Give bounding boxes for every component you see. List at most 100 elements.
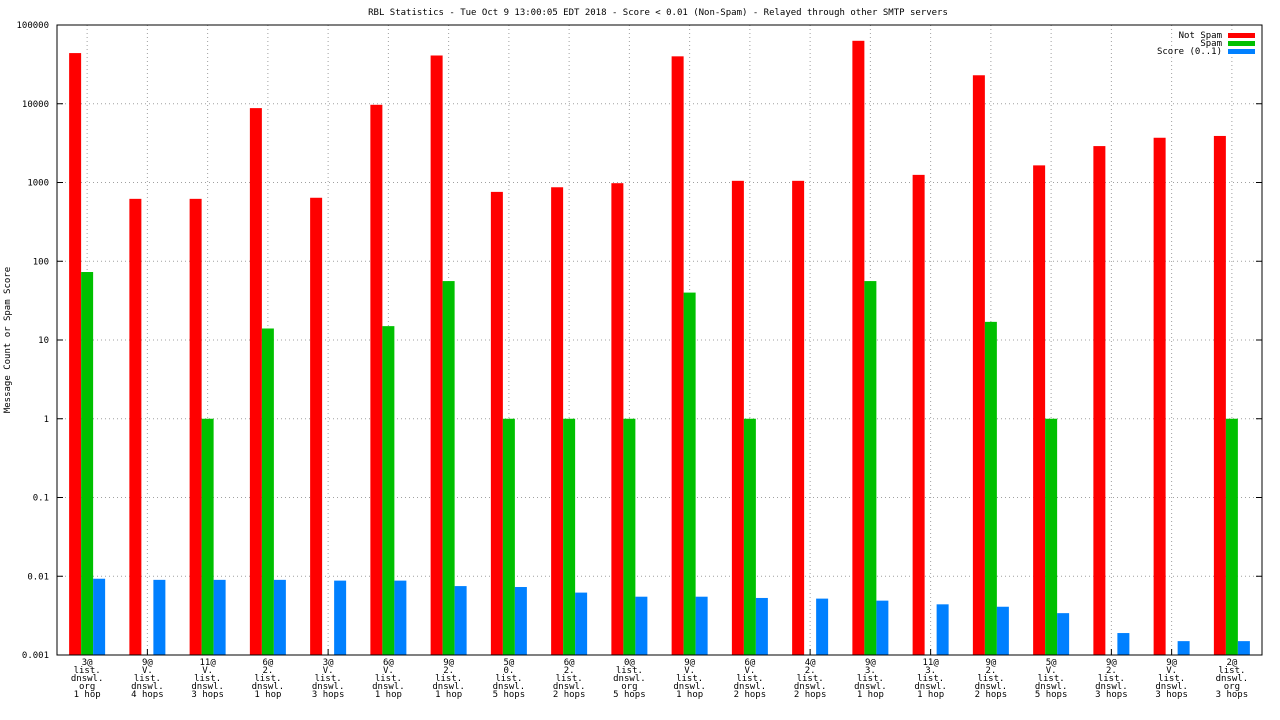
x-tick-label: 3@ [323,658,334,668]
x-tick-label: list. [1158,674,1185,684]
legend-label: Not Spam [1179,31,1222,41]
x-tick-label: list. [375,674,402,684]
legend-swatch [1228,33,1255,38]
x-tick-label: list. [977,674,1004,684]
y-tick-label: 10 [38,336,49,346]
grid-lines [57,24,1262,656]
legend-label: Score (0..1) [1157,47,1222,57]
x-tick-label: 6@ [744,658,755,668]
bar-not-spam [731,180,744,655]
x-tick-label: 1 hop [254,690,281,700]
x-tick-label: dnswl. [613,674,646,684]
x-tick-label: 3 hops [191,690,224,700]
x-tick-label: 3. [865,666,876,676]
bar-spam [623,418,636,655]
x-tick-label: 11@ [922,658,939,668]
bar-score-0-1 [273,579,286,655]
x-tick-label: 0. [503,666,514,676]
bar-score-0-1 [454,586,467,655]
bar-spam [984,321,997,655]
bar-score-0-1 [1057,613,1070,655]
x-tick-label: dnswl. [975,682,1008,692]
bar-score-0-1 [816,598,829,655]
x-tick-label: 9@ [1106,658,1117,668]
bar-not-spam [912,174,925,655]
x-tick-label: list. [435,674,462,684]
x-tick-label: 6@ [262,658,273,668]
bar-score-0-1 [996,606,1009,655]
y-tick-label: 10000 [22,100,49,110]
bar-spam [261,328,274,655]
x-tick-label: 2@ [1226,658,1237,668]
legend-swatch [1228,49,1255,54]
bar-not-spam [1213,135,1226,655]
x-tick-label: dnswl. [493,682,526,692]
bar-spam [864,281,877,655]
bar-score-0-1 [1177,641,1190,655]
x-tick-label: 3 hops [1216,690,1249,700]
bar-not-spam [310,197,323,656]
x-tick-label: dnswl. [794,682,827,692]
x-tick-label: dnswl. [914,682,947,692]
x-tick-label: 0@ [624,658,635,668]
bar-spam [683,292,696,655]
x-tick-label: dnswl. [252,682,285,692]
x-tick-label: 2. [1106,666,1117,676]
x-tick-label: list. [736,674,763,684]
x-tick-label: 2 hops [975,690,1008,700]
y-tick-label: 100 [33,257,49,267]
x-tick-label: V. [1166,666,1177,676]
x-tick-label: 2. [805,666,816,676]
x-tick-label: 5@ [1046,658,1057,668]
x-tick-label: V. [684,666,695,676]
x-tick-label: list. [676,674,703,684]
x-tick-label: list. [1038,674,1065,684]
x-tick-label: list. [616,666,643,676]
x-tick-label: dnswl. [432,682,465,692]
x-tick-label: V. [1046,666,1057,676]
bar-spam [1045,418,1058,655]
bar-score-0-1 [394,580,407,655]
bar-spam [743,418,756,655]
x-tick-label: 1 hop [676,690,703,700]
bar-spam [81,272,94,655]
x-tick-label: 3. [925,666,936,676]
chart-title: RBL Statistics - Tue Oct 9 13:00:05 EDT … [368,8,948,18]
x-tick-label: dnswl. [312,682,345,692]
x-tick-label: 2. [262,666,273,676]
x-tick-label: dnswl. [1216,674,1249,684]
x-tick-label: 3 hops [312,690,345,700]
bar-score-0-1 [936,604,949,655]
x-tick-label: 5 hops [1035,690,1068,700]
x-tick-label: V. [202,666,213,676]
x-tick-label: 6@ [383,658,394,668]
x-tick-label: 3 hops [1155,690,1188,700]
x-tick-label: 9@ [142,658,153,668]
y-tick-label: 0.01 [27,572,49,582]
x-tick-label: dnswl. [71,674,104,684]
bar-not-spam [1033,165,1046,655]
bar-score-0-1 [755,597,768,655]
x-tick-label: 5@ [503,658,514,668]
bar-spam [563,418,576,655]
bar-not-spam [490,191,503,655]
x-tick-label: list. [857,674,884,684]
x-tick-label: list. [556,674,583,684]
x-tick-label: 2 hops [553,690,586,700]
x-tick-label: 2. [985,666,996,676]
x-tick-label: org [79,682,95,692]
x-tick-label: V. [383,666,394,676]
x-tick-label: 9@ [985,658,996,668]
x-tick-label: 1 hop [74,690,101,700]
x-tick-label: dnswl. [1095,682,1128,692]
bar-score-0-1 [575,592,588,655]
x-tick-label: V. [744,666,755,676]
plot-frame [56,24,1263,656]
x-tick-label: 9@ [1166,658,1177,668]
x-tick-label: 4 hops [131,690,164,700]
x-tick-label: V. [323,666,334,676]
x-tick-label: list. [254,674,281,684]
x-tick-label: 2 hops [794,690,827,700]
x-tick-label: list. [194,674,221,684]
bar-not-spam [189,198,202,655]
